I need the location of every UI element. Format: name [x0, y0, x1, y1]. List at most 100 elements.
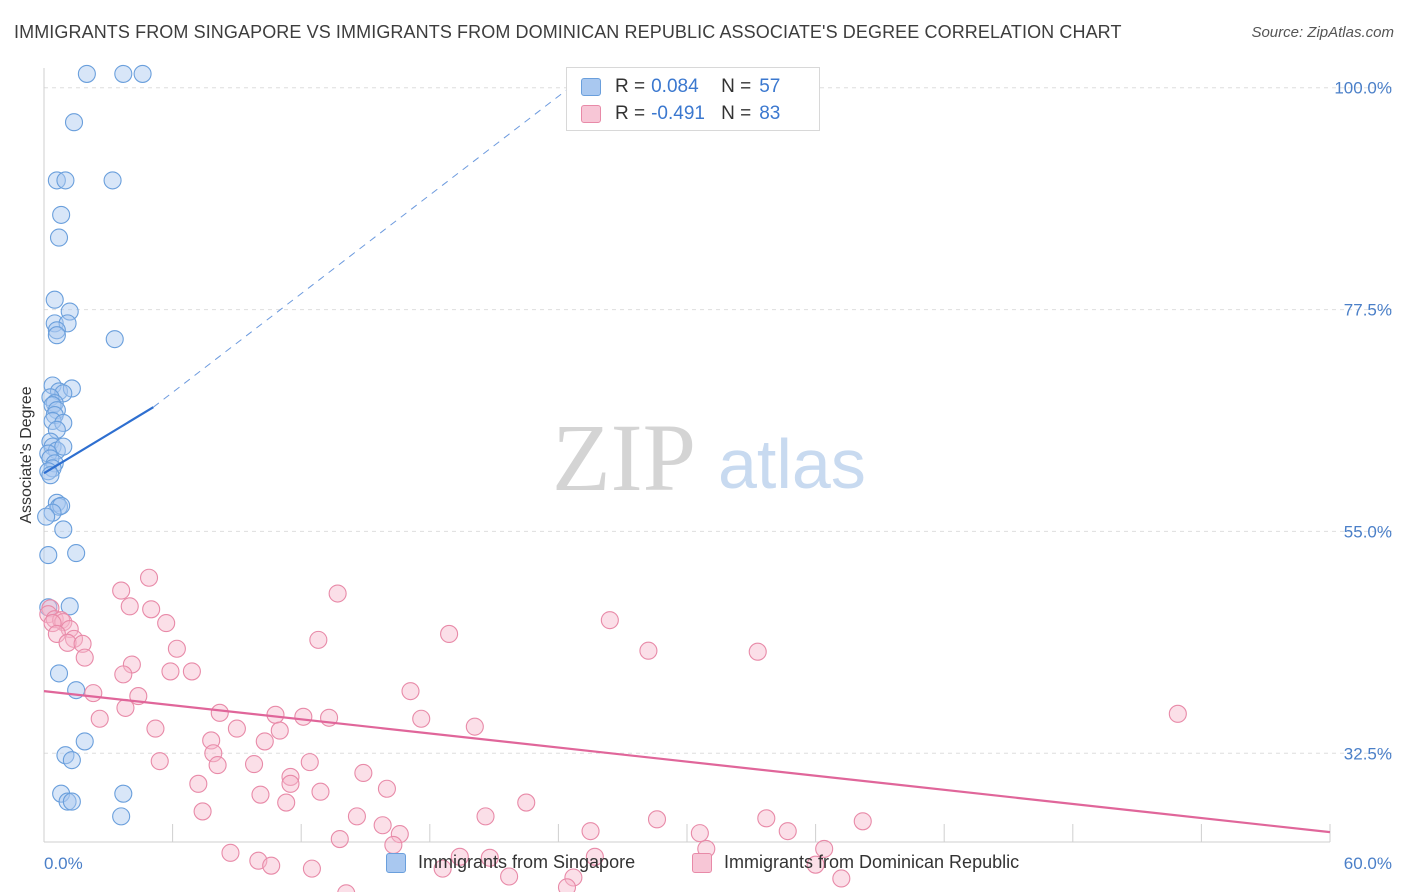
point-dominican	[401, 682, 420, 701]
point-dominican	[311, 782, 330, 801]
trend-lines	[43, 79, 1331, 834]
point-singapore	[47, 321, 66, 340]
point-dominican	[208, 756, 227, 775]
point-singapore	[75, 732, 94, 751]
point-singapore	[112, 807, 131, 826]
watermark-atlas: atlas	[718, 425, 866, 503]
legend-n-label: N =	[721, 76, 752, 97]
y-tick-label: 100.0%	[1334, 79, 1392, 98]
point-dominican	[373, 816, 392, 835]
point-dominican	[832, 869, 851, 888]
point-dominican	[157, 614, 176, 633]
watermark: ZIP atlas	[552, 404, 866, 511]
point-singapore	[62, 792, 81, 811]
point-dominican	[412, 709, 431, 728]
trend-line-singapore-extension	[153, 79, 581, 408]
point-dominican	[139, 568, 159, 587]
point-dominican	[142, 600, 161, 619]
point-dominican	[585, 847, 604, 866]
point-dominican	[281, 774, 300, 793]
point-singapore	[45, 314, 64, 333]
legend-label-singapore: Immigrants from Singapore	[418, 852, 636, 872]
point-dominican	[384, 835, 403, 855]
point-dominican	[347, 807, 366, 826]
legend-n-value: 57	[759, 76, 781, 97]
point-dominican	[815, 839, 834, 858]
axes	[43, 68, 1331, 843]
point-singapore	[103, 171, 122, 190]
point-dominican	[75, 648, 94, 667]
point-singapore	[62, 751, 81, 770]
point-singapore	[58, 314, 77, 333]
point-dominican	[120, 597, 139, 616]
point-singapore	[37, 507, 56, 526]
point-singapore	[77, 64, 96, 83]
point-singapore	[47, 326, 66, 345]
point-dominican	[778, 822, 797, 841]
point-singapore	[67, 544, 86, 563]
point-dominican	[58, 633, 77, 652]
legend-swatch-blue	[386, 852, 406, 873]
chart-title: IMMIGRANTS FROM SINGAPORE VS IMMIGRANTS …	[14, 22, 1122, 42]
series-dominican-points	[39, 568, 1187, 892]
point-dominican	[116, 698, 135, 717]
point-singapore	[56, 171, 75, 190]
watermark-zip: ZIP	[552, 404, 696, 511]
trend-line-dominican	[43, 690, 1331, 834]
point-dominican	[377, 779, 396, 798]
point-dominican	[167, 639, 186, 658]
point-singapore	[114, 784, 133, 803]
point-singapore	[54, 437, 73, 456]
point-dominican	[112, 581, 131, 600]
point-dominican	[227, 719, 246, 738]
series-legend: Immigrants from Singapore Immigrants fro…	[0, 852, 1406, 878]
legend-r-label: R =	[615, 103, 646, 124]
legend-n-value: 83	[759, 103, 781, 124]
point-dominican	[328, 584, 347, 603]
point-dominican	[853, 812, 872, 831]
legend-label-dominican: Immigrants from Dominican Republic	[724, 852, 1020, 872]
point-dominican	[647, 810, 667, 829]
legend-swatch-pink	[581, 105, 601, 123]
point-dominican	[450, 847, 469, 866]
point-singapore	[54, 413, 73, 433]
point-dominican	[806, 855, 825, 874]
legend-row-singapore: R = 0.084 N = 57	[581, 76, 780, 98]
point-dominican	[309, 630, 328, 649]
y-tick-label: 55.0%	[1344, 522, 1392, 541]
point-dominican	[300, 753, 319, 772]
point-dominican	[1168, 704, 1187, 723]
point-singapore	[47, 420, 66, 439]
point-dominican	[354, 763, 373, 783]
point-dominican	[189, 774, 208, 793]
point-dominican	[146, 719, 165, 738]
point-dominican	[302, 859, 321, 878]
point-dominican	[564, 868, 583, 887]
point-singapore	[62, 379, 81, 398]
point-singapore	[52, 205, 71, 224]
legend-r-label: R =	[615, 76, 646, 97]
y-tick-label: 77.5%	[1344, 301, 1392, 320]
point-dominican	[262, 856, 281, 875]
point-dominican	[748, 642, 767, 661]
point-dominican	[251, 785, 270, 804]
legend-item-singapore: Immigrants from Singapore	[386, 852, 635, 873]
point-dominican	[255, 732, 274, 751]
series-singapore-points	[37, 64, 152, 826]
point-singapore	[45, 290, 64, 309]
point-singapore	[49, 228, 69, 247]
point-dominican	[244, 755, 264, 774]
legend-n-label: N =	[721, 103, 752, 124]
correlation-legend: R = 0.084 N = 57 R = -0.491 N = 83	[566, 67, 820, 131]
point-dominican	[114, 665, 133, 684]
point-dominican	[161, 662, 180, 681]
point-dominican	[330, 829, 349, 849]
point-dominican	[557, 878, 577, 892]
point-dominican	[390, 825, 409, 844]
point-dominican	[517, 793, 536, 812]
point-singapore	[54, 520, 73, 539]
point-singapore	[133, 64, 152, 83]
point-dominican	[757, 809, 776, 828]
point-dominican	[270, 721, 289, 740]
